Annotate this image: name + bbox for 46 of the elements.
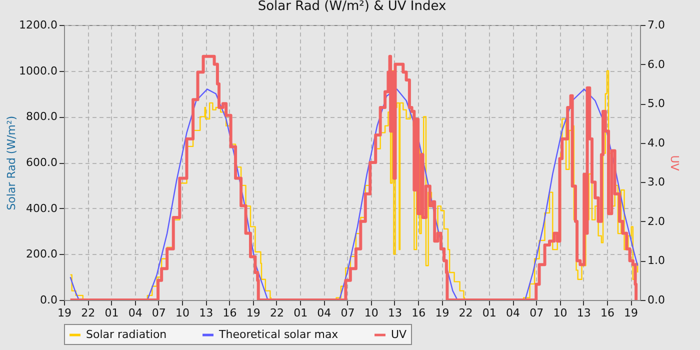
y2-tick-label: 5.0 — [648, 97, 665, 110]
y-tick-label: 200.0 — [26, 248, 58, 261]
x-tick-label: 22 — [81, 306, 96, 320]
legend-label: Theoretical solar max — [218, 328, 339, 341]
y-tick-label: 1200.0 — [19, 18, 58, 32]
y2-tick-label: 0.0 — [648, 294, 665, 306]
x-tick-label: 19 — [624, 306, 638, 320]
y2-axis-title: UV — [668, 155, 681, 172]
x-tick-label: 04 — [506, 306, 520, 320]
x-tick-label: 10 — [364, 306, 378, 320]
legend-label: Solar radiation — [86, 328, 167, 341]
x-tick-label: 13 — [199, 306, 214, 320]
x-tick-label: 01 — [294, 306, 308, 320]
x-tick-label: 22 — [270, 306, 284, 320]
x-tick-label: 07 — [530, 306, 544, 320]
y-tick-label: 600.0 — [26, 156, 58, 169]
x-tick-label: 04 — [128, 306, 142, 320]
x-tick-label: 10 — [176, 306, 190, 320]
y2-tick-label: 3.0 — [648, 176, 665, 189]
y-tick-label: 0.0 — [40, 294, 58, 306]
x-tick-label: 16 — [412, 306, 426, 320]
y2-tick-label: 6.0 — [648, 58, 665, 71]
x-tick-label: 13 — [576, 306, 591, 320]
y-tick-label: 800.0 — [26, 110, 58, 124]
chart-title: Solar Rad (W/m²) & UV Index — [258, 0, 446, 14]
x-tick-label: 16 — [600, 306, 614, 320]
legend-label: UV — [391, 328, 408, 341]
x-tick-label: 22 — [458, 306, 473, 320]
x-tick-label: 07 — [152, 306, 166, 320]
x-tick-label: 19 — [435, 306, 450, 320]
x-tick-label: 01 — [104, 306, 119, 320]
y2-tick-label: 2.0 — [648, 214, 665, 228]
x-tick-label: 19 — [58, 306, 72, 320]
x-tick-label: 13 — [388, 306, 402, 320]
x-tick-label: 07 — [340, 306, 355, 320]
y2-tick-label: 4.0 — [648, 136, 665, 150]
x-tick-label: 10 — [553, 306, 568, 320]
y-axis-title: Solar Rad (W/m²) — [5, 116, 18, 210]
y-tick-label: 400.0 — [26, 202, 58, 215]
y2-tick-label: 1.0 — [648, 254, 665, 268]
y2-tick-label: 7.0 — [648, 18, 665, 32]
x-tick-label: 19 — [246, 306, 260, 320]
x-tick-label: 04 — [317, 306, 332, 320]
x-tick-label: 01 — [482, 306, 496, 320]
x-tick-label: 16 — [222, 306, 237, 320]
y-tick-label: 1000.0 — [19, 64, 58, 78]
